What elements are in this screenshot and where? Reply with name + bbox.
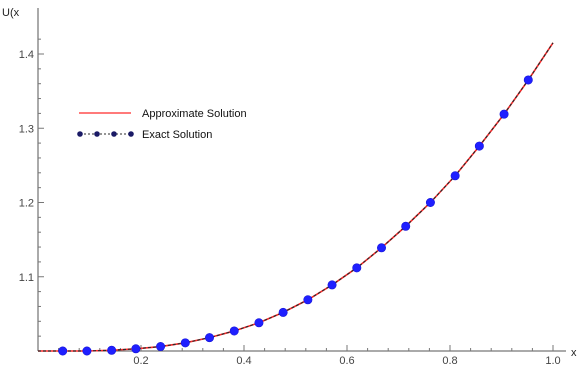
legend-exact-marker xyxy=(77,131,83,137)
exact-solution-point xyxy=(107,345,117,355)
legend-exact-swatch xyxy=(77,131,134,137)
y-axis-label: U(x xyxy=(2,7,20,19)
exact-solution-point xyxy=(450,171,460,181)
y-tick-label: 1.2 xyxy=(19,198,34,210)
exact-solution-point xyxy=(474,141,484,151)
series-approximate-solution xyxy=(38,42,554,352)
x-tick-label: 0.8 xyxy=(442,355,457,367)
legend-exact-marker xyxy=(94,131,100,137)
axes xyxy=(37,8,566,352)
exact-solution-point xyxy=(156,342,166,352)
exact-solution-point xyxy=(377,243,387,253)
y-tick-label: 1.4 xyxy=(19,49,34,61)
exact-solution-line xyxy=(38,42,554,352)
exact-solution-point xyxy=(327,280,337,290)
x-tick-label: 1.0 xyxy=(545,355,560,367)
exact-solution-point xyxy=(180,338,190,348)
y-tick-label: 1.3 xyxy=(19,123,34,135)
exact-solution-point xyxy=(278,307,288,317)
exact-solution-point xyxy=(82,346,92,356)
exact-solution-point xyxy=(229,326,239,336)
exact-solution-point xyxy=(499,109,509,119)
x-axis-label: x xyxy=(571,347,577,359)
exact-solution-point xyxy=(204,333,214,343)
x-tick-label: 0.6 xyxy=(339,355,354,367)
exact-solution-point xyxy=(58,346,68,356)
series-exact-solution xyxy=(38,42,554,356)
exact-solution-point xyxy=(303,295,313,305)
exact-solution-point xyxy=(523,75,533,85)
legend-label-exact-solution: Exact Solution xyxy=(142,129,212,141)
exact-solution-point xyxy=(401,221,411,231)
legend-exact-marker xyxy=(111,131,117,137)
legend-exact-marker xyxy=(128,131,134,137)
exact-solution-point xyxy=(425,198,435,208)
exact-solution-point xyxy=(352,263,362,273)
exact-solution-point xyxy=(131,344,141,354)
legend-label-approximate-solution: Approximate Solution xyxy=(142,108,247,120)
legend: Approximate Solution Exact Solution xyxy=(77,108,247,141)
y-ticks: 1.1 1.2 1.3 1.4 xyxy=(19,38,44,337)
exact-solution-point xyxy=(254,318,264,328)
x-ticks: 0.2 0.4 0.6 0.8 1.0 xyxy=(58,345,561,367)
y-tick-label: 1.1 xyxy=(19,272,34,284)
approx-solution-line xyxy=(38,42,554,352)
x-tick-label: 0.2 xyxy=(133,355,148,367)
x-tick-label: 0.4 xyxy=(236,355,251,367)
